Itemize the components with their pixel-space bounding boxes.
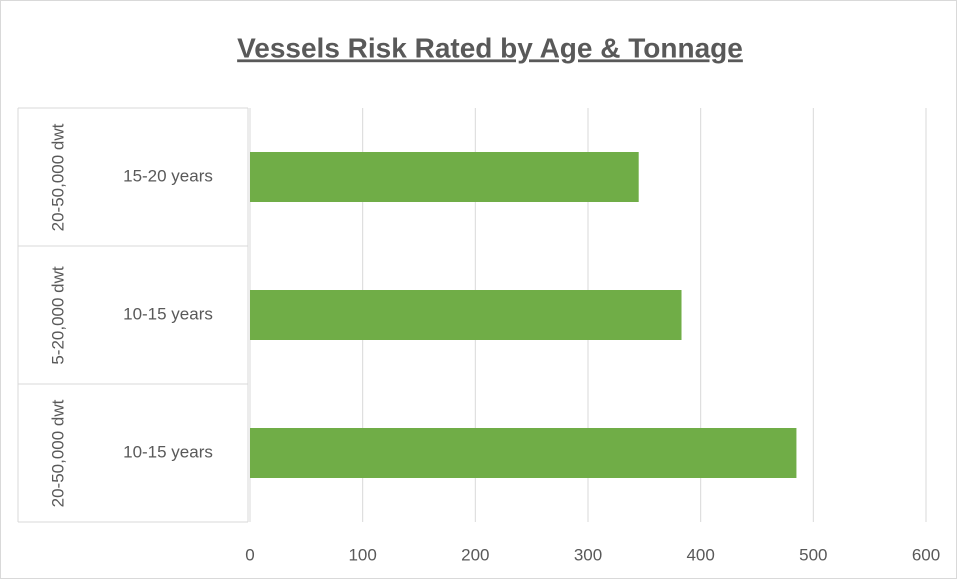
x-tick-label: 300 <box>574 545 602 564</box>
bar <box>250 428 797 478</box>
bar <box>250 290 682 340</box>
x-tick-label: 400 <box>686 545 714 564</box>
x-tick-label: 200 <box>461 545 489 564</box>
category-label: 15-20 years <box>123 166 213 185</box>
x-tick-label: 600 <box>912 545 940 564</box>
category-label: 10-15 years <box>123 442 213 461</box>
x-tick-label: 0 <box>245 545 254 564</box>
category-label: 10-15 years <box>123 304 213 323</box>
bar <box>250 152 639 202</box>
group-label: 5-20,000 dwt <box>48 265 68 365</box>
group-label: 20-50,000 dwt <box>48 399 68 507</box>
x-tick-label: 500 <box>799 545 827 564</box>
x-tick-label: 100 <box>348 545 376 564</box>
chart-title: Vessels Risk Rated by Age & Tonnage <box>237 32 743 63</box>
group-label: 20-50,000 dwt <box>48 123 68 231</box>
